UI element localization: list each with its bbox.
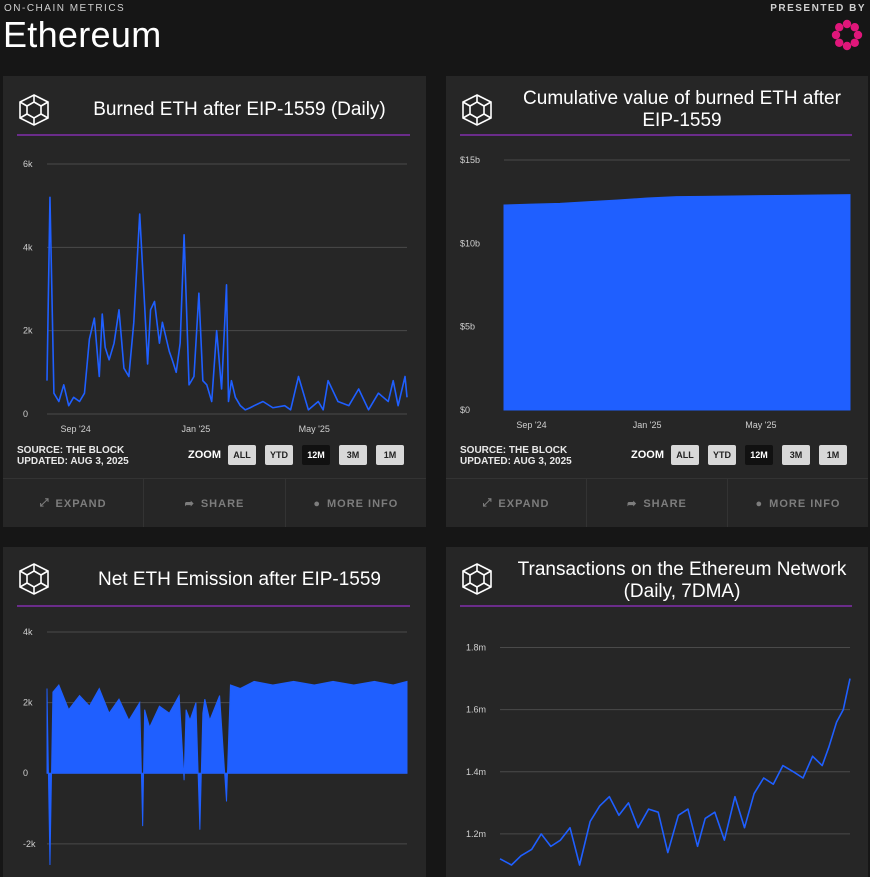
share-label: SHARE (643, 497, 687, 510)
y-tick-label: 1.8m (466, 643, 486, 653)
y-tick-label: 4k (23, 627, 33, 637)
share-button[interactable]: ➦ SHARE (587, 479, 728, 527)
logo-dot (842, 41, 852, 51)
share-label: SHARE (200, 497, 245, 510)
expand-label: EXPAND (498, 497, 550, 510)
cube-icon (19, 563, 49, 595)
net-emission-chart: 4k 2k 0 -2k (23, 627, 408, 866)
share-icon: ➦ (184, 498, 195, 510)
y-tick-label: 6k (23, 159, 33, 169)
series-line (46, 196, 408, 411)
page-title: Ethereum (3, 14, 162, 55)
x-tick-label: Sep '24 (516, 420, 546, 430)
presented-by-label: PRESENTED BY (770, 3, 866, 14)
title-divider (460, 605, 852, 607)
zoom-all-button[interactable]: ALL (228, 445, 256, 465)
y-tick-label: $10b (460, 238, 480, 248)
y-tick-label: 0 (23, 768, 28, 778)
logo-dot (850, 38, 859, 47)
logo-dot (835, 23, 844, 32)
cube-icon (462, 94, 492, 126)
series-area (46, 680, 408, 866)
panel-net-emission: Net ETH Emission after EIP-1559 4k 2k 0 -2k (3, 547, 426, 877)
y-tick-label: 2k (23, 326, 33, 336)
panel-transactions: Transactions on the Ethereum Network (Da… (446, 547, 868, 877)
zoom-1m-button[interactable]: 1M (376, 445, 404, 465)
cumulative-burned-chart: $15b $10b $5b $0 Sep '24 Jan '25 May '25 (460, 155, 851, 430)
x-tick-label: Jan '25 (633, 420, 662, 430)
more-info-button[interactable]: ● MORE INFO (286, 479, 426, 527)
y-tick-label: $0 (460, 405, 470, 415)
y-tick-label: 1.4m (466, 767, 486, 777)
logo-dot (853, 30, 863, 40)
y-tick-label: 1.2m (466, 829, 486, 839)
x-tick-label: May '25 (745, 420, 776, 430)
zoom-label: ZOOM (188, 449, 221, 461)
y-tick-label: 1.6m (466, 705, 486, 715)
more-info-label: MORE INFO (769, 497, 841, 510)
zoom-label: ZOOM (631, 449, 664, 461)
y-tick-label: 2k (23, 698, 33, 708)
transactions-chart: 1.8m 1.6m 1.4m 1.2m (466, 643, 851, 866)
cube-icon (462, 563, 492, 595)
logo-dot (831, 30, 841, 40)
logo-dot (835, 38, 844, 47)
zoom-3m-button[interactable]: 3M (782, 445, 810, 465)
share-icon: ➦ (627, 498, 638, 510)
y-tick-label: 0 (23, 409, 28, 419)
series-line (499, 678, 851, 866)
panel-title: Transactions on the Ethereum Network (Da… (517, 559, 847, 602)
more-info-label: MORE INFO (326, 497, 399, 510)
updated-line: UPDATED: AUG 3, 2025 (460, 456, 572, 467)
panel-title: Burned ETH after EIP-1559 (Daily) (93, 99, 386, 120)
more-info-button[interactable]: ● MORE INFO (728, 479, 868, 527)
x-tick-label: Jan '25 (182, 424, 211, 434)
share-button[interactable]: ➦ SHARE (144, 479, 286, 527)
source-label: SOURCE: THE BLOCK UPDATED: AUG 3, 2025 (460, 445, 572, 467)
title-divider (17, 134, 410, 136)
panel-title: Cumulative value of burned ETH after EIP… (523, 88, 841, 131)
info-icon: ● (313, 497, 321, 510)
title-divider (17, 605, 410, 607)
panel-burned-eth-daily: Burned ETH after EIP-1559 (Daily) 6k 4k 2k… (3, 76, 426, 527)
source-line: SOURCE: THE BLOCK (460, 445, 568, 456)
panel-footer: ⤢ EXPAND ➦ SHARE ● MORE INFO (3, 478, 426, 527)
panel-footer: ⤢ EXPAND ➦ SHARE ● MORE INFO (446, 478, 868, 527)
logo-dot (842, 19, 852, 29)
zoom-12m-button[interactable]: 12M (302, 445, 330, 465)
cube-icon (19, 94, 49, 126)
zoom-12m-button[interactable]: 12M (745, 445, 773, 465)
expand-icon: ⤢ (39, 497, 50, 509)
expand-label: EXPAND (55, 497, 107, 510)
x-tick-label: May '25 (299, 424, 330, 434)
panel-title: Net ETH Emission after EIP-1559 (98, 569, 381, 590)
burned-eth-chart: 6k 4k 2k 0 Sep '24 Jan '25 May '25 (23, 159, 408, 434)
eyebrow-label: ON-CHAIN METRICS (4, 3, 126, 14)
zoom-1m-button[interactable]: 1M (819, 445, 847, 465)
series-area (503, 194, 851, 411)
zoom-ytd-button[interactable]: YTD (708, 445, 736, 465)
y-tick-label: $15b (460, 155, 480, 165)
y-tick-label: -2k (23, 839, 36, 849)
panel-cumulative-burned: Cumulative value of burned ETH after EIP… (446, 76, 868, 527)
source-line: SOURCE: THE BLOCK (17, 445, 125, 456)
zoom-3m-button[interactable]: 3M (339, 445, 367, 465)
sponsor-ring-icon (831, 19, 863, 51)
y-tick-label: 4k (23, 242, 33, 252)
zoom-ytd-button[interactable]: YTD (265, 445, 293, 465)
zoom-all-button[interactable]: ALL (671, 445, 699, 465)
logo-dot (850, 23, 859, 32)
source-label: SOURCE: THE BLOCK UPDATED: AUG 3, 2025 (17, 445, 129, 467)
expand-icon: ⤢ (482, 497, 493, 509)
expand-button[interactable]: ⤢ EXPAND (446, 479, 587, 527)
updated-line: UPDATED: AUG 3, 2025 (17, 456, 129, 467)
info-icon: ● (755, 497, 764, 510)
x-tick-label: Sep '24 (60, 424, 90, 434)
sponsor-logo (830, 18, 864, 57)
title-divider (460, 134, 852, 136)
y-tick-label: $5b (460, 322, 475, 332)
expand-button[interactable]: ⤢ EXPAND (3, 479, 145, 527)
